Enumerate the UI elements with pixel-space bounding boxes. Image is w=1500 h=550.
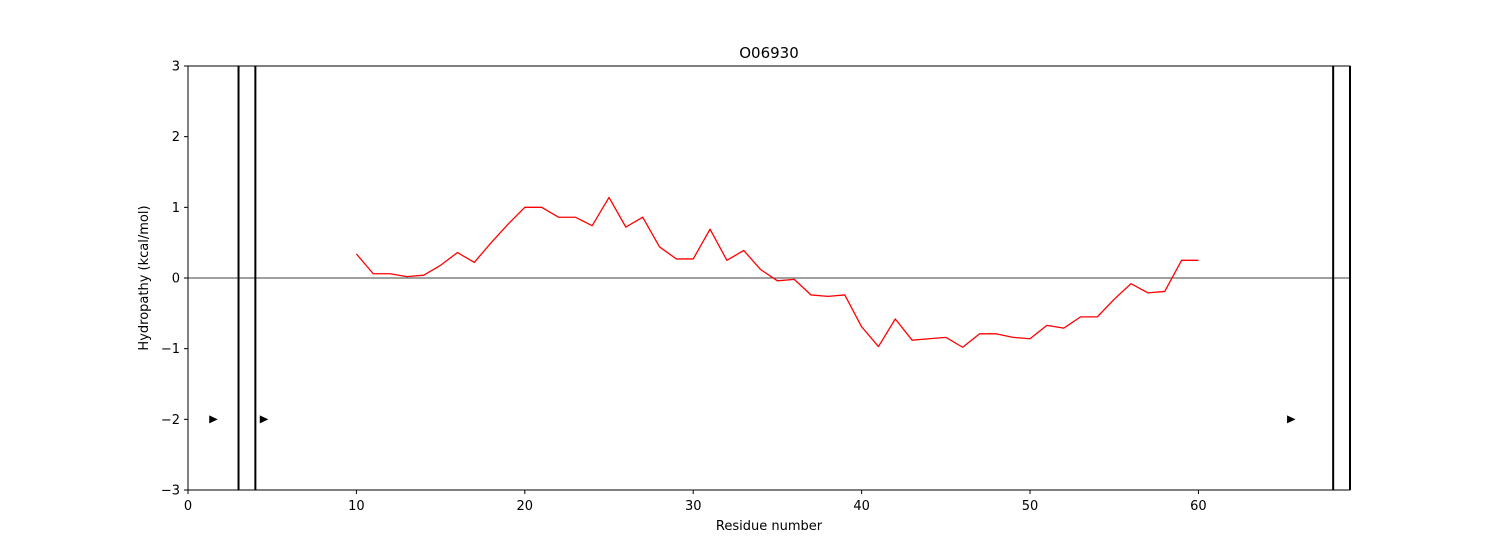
x-tick-label-1: 10 <box>348 499 365 514</box>
y-tick-label-5: 2 <box>172 130 180 145</box>
topology-marker-2 <box>1287 415 1296 424</box>
x-tick-label-3: 30 <box>685 499 702 514</box>
x-tick-label-0: 0 <box>184 499 192 514</box>
x-tick-label-6: 60 <box>1190 499 1207 514</box>
y-tick-label-0: −3 <box>161 484 180 499</box>
y-tick-label-2: −1 <box>161 342 180 357</box>
topology-marker-0 <box>209 415 218 424</box>
y-tick-label-3: 0 <box>172 272 180 287</box>
topology-marker-1 <box>259 415 269 424</box>
y-tick-label-6: 3 <box>172 60 180 75</box>
x-tick-label-4: 40 <box>853 499 870 514</box>
x-tick-label-2: 20 <box>517 499 534 514</box>
hydropathy-series-line <box>355 196 1199 348</box>
y-tick-label-4: 1 <box>172 201 180 216</box>
x-axis-label: Residue number <box>716 519 823 534</box>
plot-area: 0 10 20 30 40 50 60 −3 −2 −1 0 1 2 3 <box>161 60 1351 514</box>
y-tick-label-1: −2 <box>161 413 180 428</box>
chart-title: O06930 <box>739 44 799 62</box>
y-axis-label: Hydropathy (kcal/mol) <box>137 205 152 350</box>
x-tick-label-5: 50 <box>1022 499 1039 514</box>
